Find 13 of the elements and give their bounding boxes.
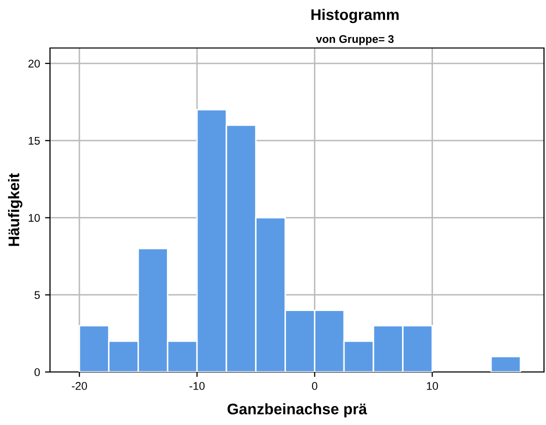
y-tick-label: 10 (28, 214, 40, 222)
x-tick-label: 10 (426, 382, 438, 390)
y-axis-title: Häufigkeit (8, 173, 22, 246)
y-tick-label: 5 (34, 291, 40, 299)
x-tick-label: 0 (312, 382, 318, 390)
y-tick-label: 20 (28, 60, 40, 68)
x-axis-title: Ganzbeinachse prä (228, 403, 368, 418)
x-tick-label: -10 (189, 382, 205, 390)
chart-title: Histogramm (311, 8, 399, 24)
chart-subtitle: von Gruppe= 3 (316, 35, 394, 46)
x-tick-label: -20 (72, 382, 87, 390)
y-tick-label: 0 (34, 368, 40, 376)
y-tick-label: 15 (28, 136, 40, 145)
